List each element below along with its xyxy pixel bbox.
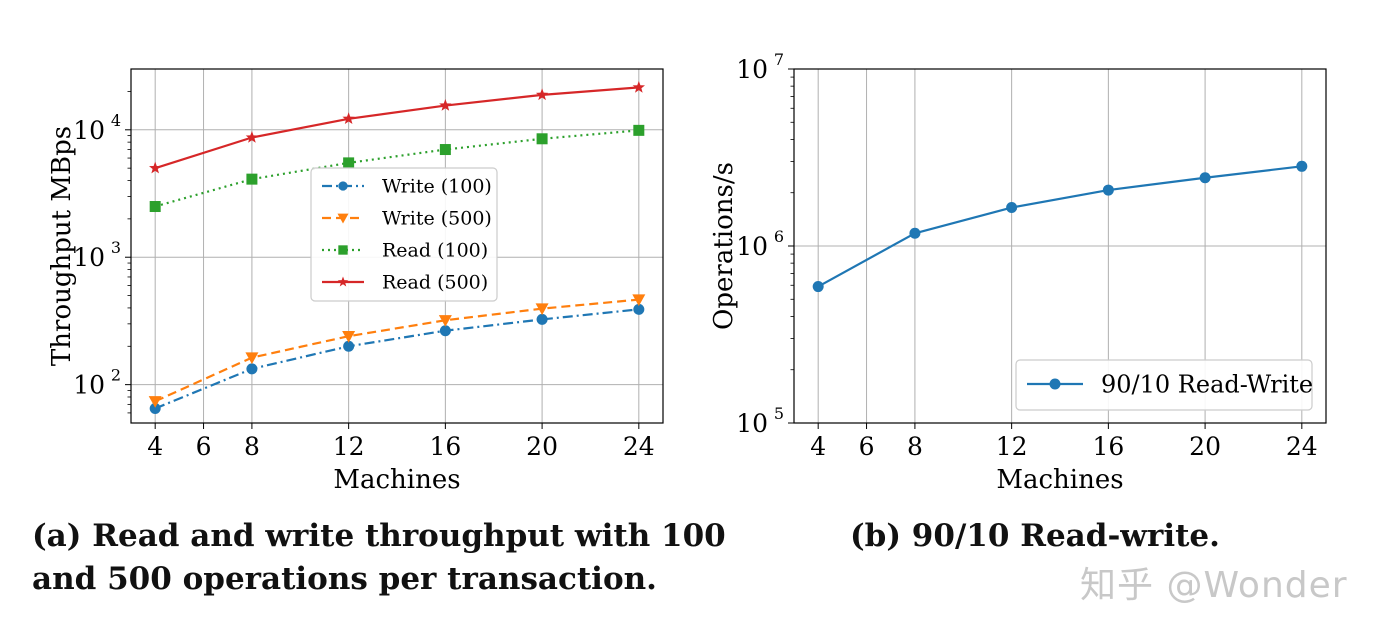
- legend: Write (100) Write (500) Read (100) Read (50…: [310, 167, 498, 302]
- y-tick-label: 10: [73, 371, 105, 400]
- y-tick-label: 10: [73, 116, 105, 145]
- data-point: [148, 396, 162, 408]
- series-group: [812, 160, 1308, 293]
- x-tick-label: 6: [196, 432, 212, 461]
- legend-marker: [337, 276, 349, 287]
- x-tick-label: 24: [1286, 432, 1318, 461]
- x-tick-label: 20: [1189, 432, 1221, 461]
- legend-marker: [338, 245, 348, 255]
- caption-a-line2: and 500 operations per transaction.: [32, 561, 657, 597]
- y-tick-label: 10: [736, 409, 768, 438]
- x-tick-label: 12: [996, 432, 1028, 461]
- legend-label: Read (100): [382, 240, 488, 262]
- x-tick-label: 4: [147, 432, 163, 461]
- y-tick-exponent: 6: [774, 227, 784, 246]
- x-ticks: 4 6 8 12 16 20 24: [147, 423, 655, 461]
- legend-marker: [337, 213, 349, 224]
- x-tick-label: 8: [907, 432, 923, 461]
- y-axis-label: Throughput MBps: [47, 126, 77, 366]
- data-point: [246, 173, 258, 185]
- caption-a: (a) Read and write throughput with 100 a…: [32, 515, 732, 601]
- y-ticks: 10 2 10 3 10 4: [73, 91, 131, 414]
- y-tick-label: 10: [736, 55, 768, 84]
- series-line: [817, 165, 1302, 288]
- x-axis-label: Machines: [996, 465, 1123, 495]
- y-axis-label: Operations/s: [709, 162, 739, 330]
- legend-label: Write (100): [382, 176, 492, 198]
- data-point: [438, 315, 452, 327]
- x-tick-label: 8: [244, 432, 260, 461]
- caption-a-line1: (a) Read and write throughput with 100: [32, 518, 726, 554]
- series-group: [148, 80, 646, 414]
- x-tick-label: 24: [623, 432, 655, 461]
- y-tick-exponent: 7: [774, 50, 784, 69]
- data-point: [149, 161, 162, 174]
- caption-b: (b) 90/10 Read-write.: [850, 518, 1220, 554]
- y-tick-exponent: 3: [111, 238, 121, 257]
- x-tick-label: 20: [526, 432, 558, 461]
- legend-frame: [1015, 359, 1313, 411]
- data-point: [439, 144, 451, 156]
- data-point: [246, 363, 258, 375]
- data-point: [633, 303, 645, 315]
- data-point: [343, 340, 355, 352]
- x-tick-label: 4: [810, 432, 826, 461]
- series-line: [154, 298, 639, 403]
- data-point: [245, 352, 259, 365]
- watermark: 知乎 @Wonder: [1080, 565, 1348, 606]
- data-point: [633, 124, 645, 136]
- data-point: [1296, 160, 1308, 172]
- plot-frame: [130, 68, 664, 424]
- data-point: [812, 281, 824, 293]
- data-point: [149, 201, 161, 213]
- x-tick-label: 16: [429, 432, 461, 461]
- data-point: [535, 88, 549, 101]
- x-ticks: 4 6 8 12 16 20 24: [810, 423, 1318, 461]
- y-tick-label: 10: [736, 232, 768, 261]
- legend-label: Write (500): [382, 208, 492, 230]
- data-point: [342, 330, 356, 343]
- data-point: [536, 313, 548, 325]
- data-point: [632, 80, 645, 93]
- legend: 90/10 Read-Write: [1015, 359, 1313, 411]
- data-point: [535, 303, 549, 316]
- data-point: [439, 99, 452, 111]
- data-point: [1199, 172, 1211, 184]
- legend-label: Read (500): [382, 272, 488, 294]
- x-tick-label: 12: [333, 432, 365, 461]
- x-axis-label: Machines: [333, 465, 460, 495]
- series-line: [154, 308, 639, 410]
- data-point: [909, 227, 921, 239]
- series-line: [154, 86, 639, 170]
- data-point: [1006, 202, 1018, 214]
- y-tick-label: 10: [73, 243, 105, 272]
- data-point: [343, 157, 355, 169]
- throughput-chart: 4 6 8 12 16 20 24 10 2 10 3 10 4 Machines Throughpu…: [47, 68, 664, 495]
- y-tick-exponent: 4: [111, 111, 121, 130]
- data-point: [632, 294, 646, 307]
- y-ticks: 10 5 10 6 10 7: [736, 50, 794, 438]
- legend-frame: [310, 167, 498, 302]
- data-point: [245, 131, 259, 143]
- legend-label: 90/10 Read-Write: [1101, 370, 1313, 398]
- data-point: [149, 402, 161, 414]
- y-tick-exponent: 2: [111, 366, 121, 385]
- data-point: [342, 112, 355, 125]
- data-point: [1102, 184, 1114, 196]
- data-point: [439, 325, 451, 337]
- legend-marker: [338, 181, 348, 191]
- legend-marker: [1049, 378, 1061, 390]
- data-point: [536, 133, 548, 145]
- y-tick-exponent: 5: [774, 404, 784, 423]
- x-tick-label: 6: [859, 432, 875, 461]
- series-line: [154, 129, 639, 208]
- operations-chart: 4 6 8 12 16 20 24 10 5 10 6 10 7 Machines Operation…: [709, 50, 1327, 495]
- x-tick-label: 16: [1092, 432, 1124, 461]
